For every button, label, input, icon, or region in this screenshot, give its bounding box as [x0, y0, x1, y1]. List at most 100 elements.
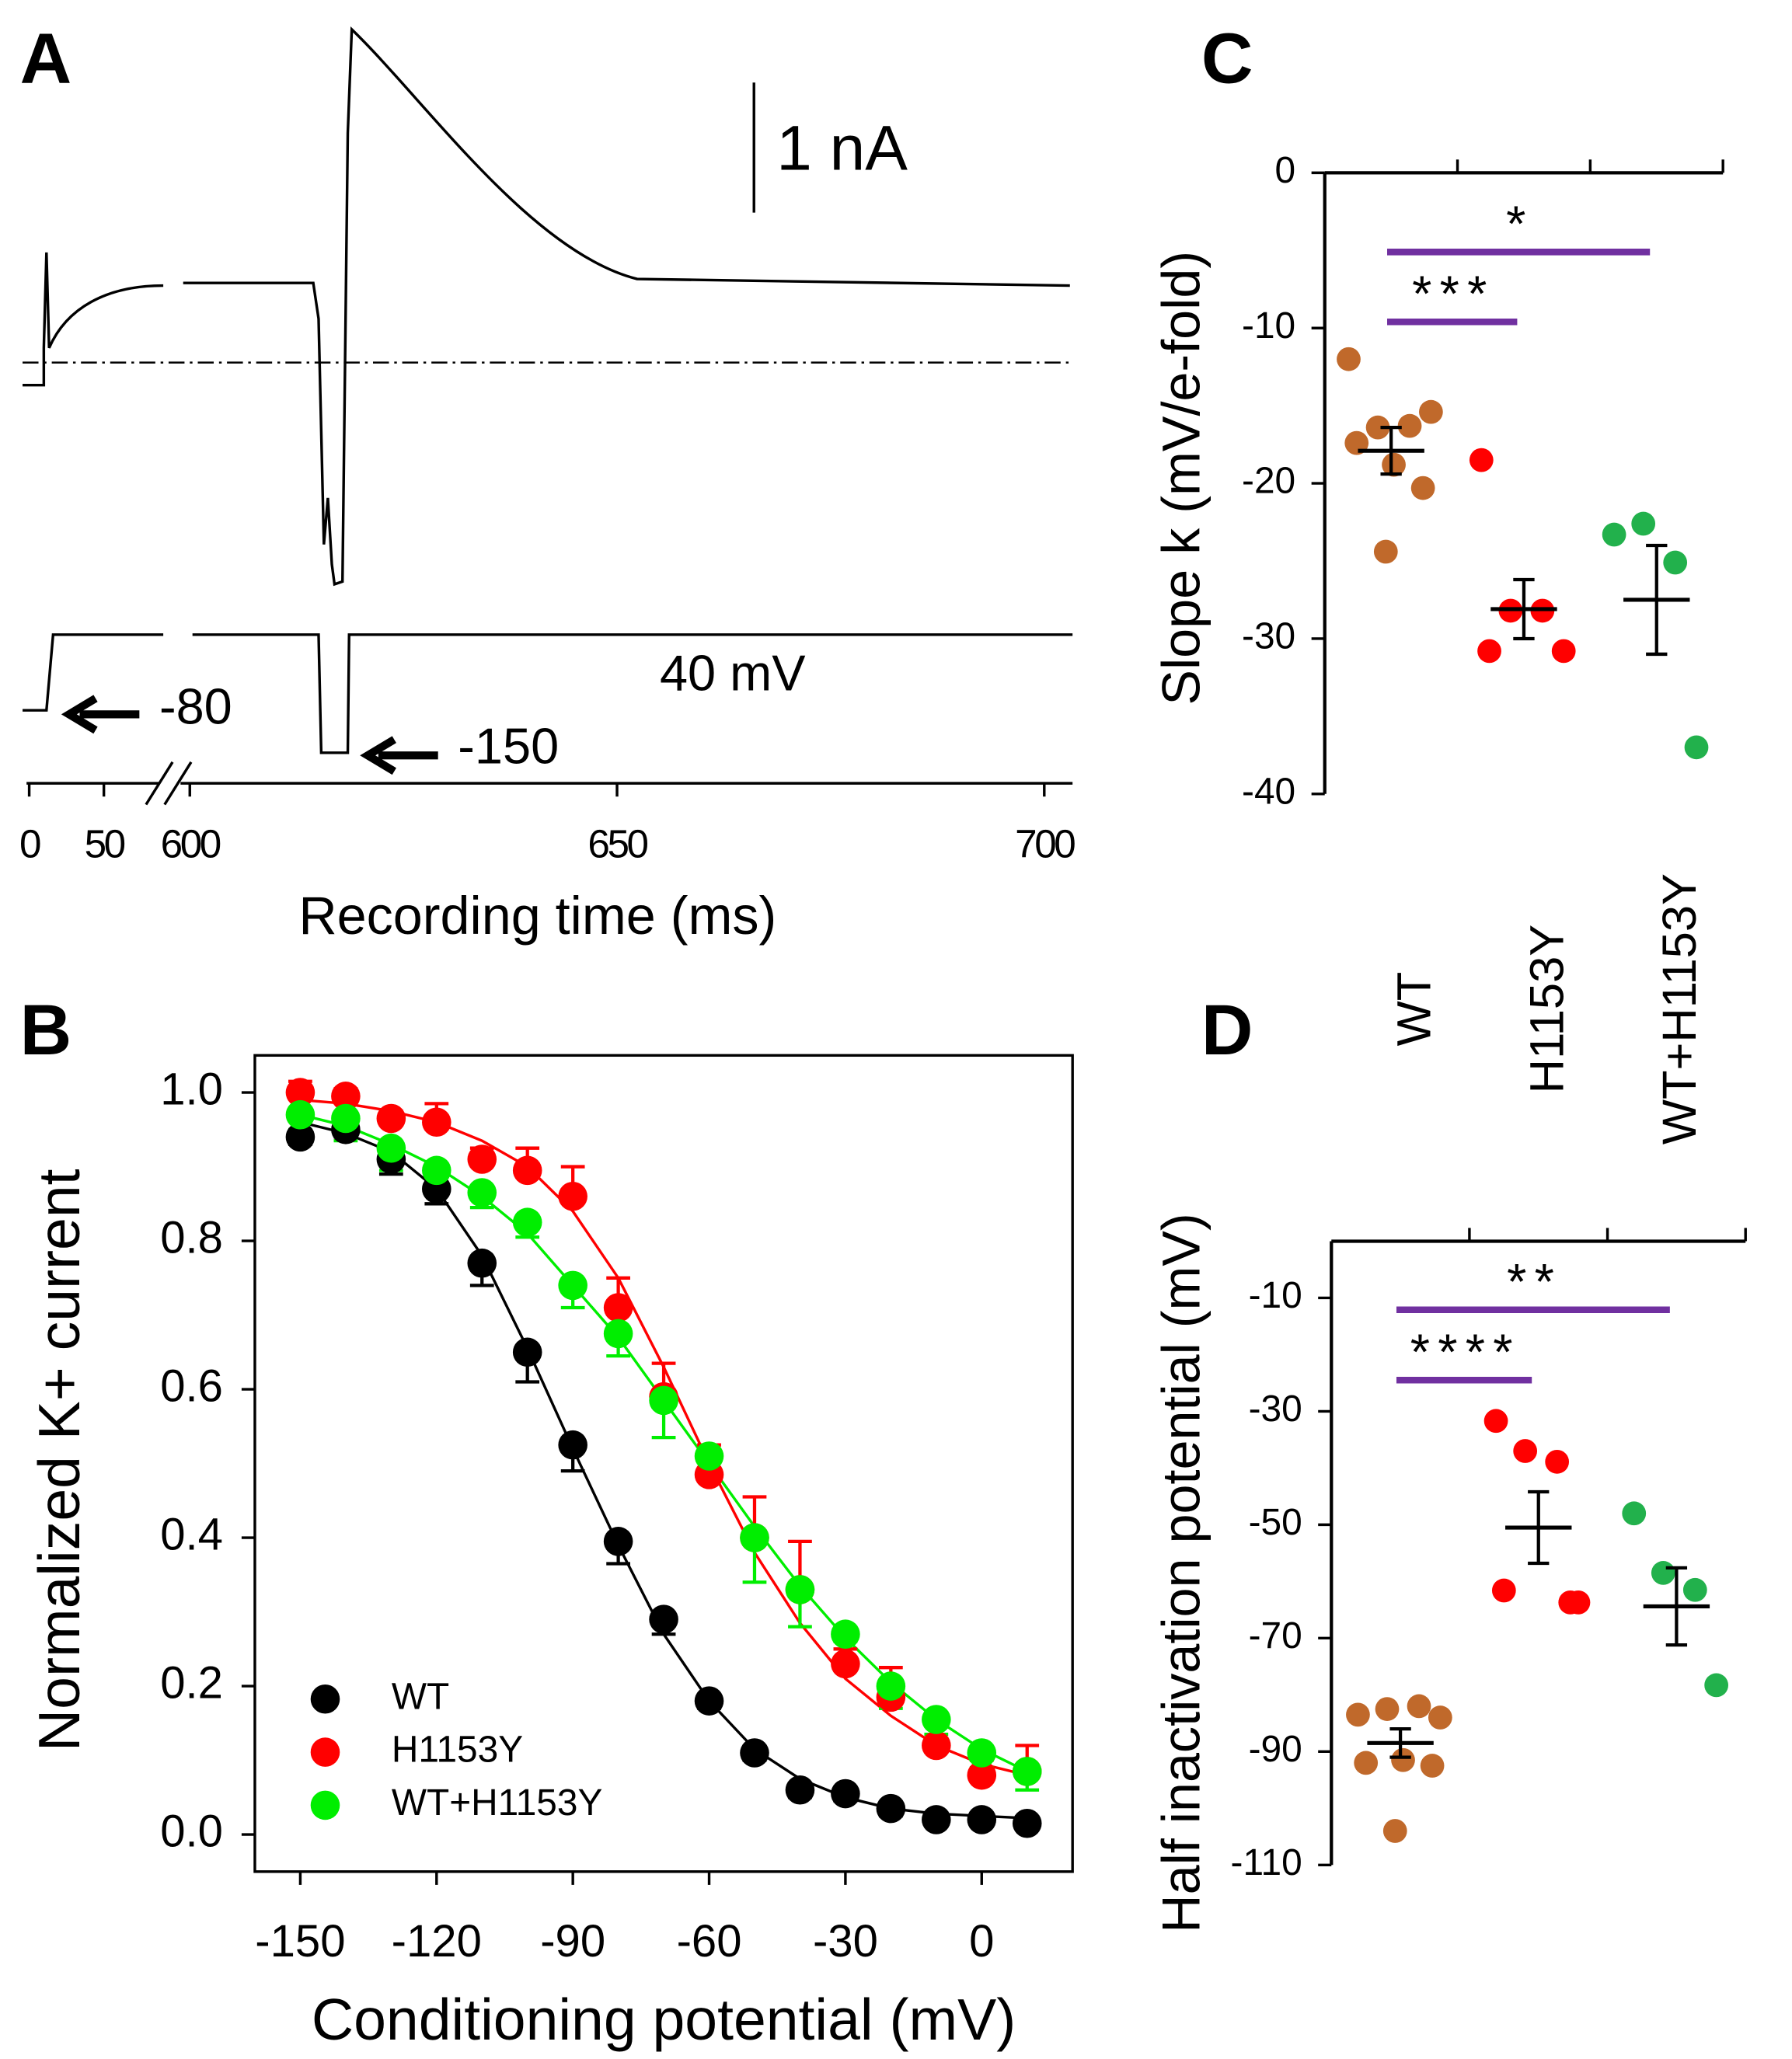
- data-point: [649, 1385, 678, 1416]
- y-tick-label: -20: [1242, 461, 1295, 502]
- y-axis-label: Slope k (mV/e-fold): [1152, 251, 1211, 705]
- data-point: [1684, 735, 1709, 760]
- data-point: [1704, 1673, 1729, 1698]
- data-point: [967, 1760, 997, 1790]
- y-tick-label: -70: [1249, 1615, 1302, 1657]
- data-point: [603, 1293, 633, 1322]
- data-point: [1354, 1751, 1379, 1775]
- data-point: [331, 1082, 361, 1111]
- data-point: [512, 1155, 542, 1186]
- panel-letter: A: [20, 18, 72, 99]
- data-point: [422, 1155, 451, 1186]
- data-point: [785, 1775, 815, 1805]
- x-tick-label: 600: [161, 822, 221, 866]
- data-point: [922, 1730, 951, 1761]
- data-point: [1651, 1561, 1675, 1585]
- x-tick-label: 50: [85, 822, 125, 866]
- legend-marker: [310, 1737, 340, 1767]
- legend-label: WT+H1153Y: [392, 1782, 602, 1824]
- x-axis-label: Conditioning potential (mV): [312, 1987, 1016, 2052]
- data-point: [512, 1337, 542, 1367]
- significance-label: ***: [1412, 266, 1495, 322]
- data-point: [876, 1671, 906, 1701]
- data-point: [1469, 448, 1494, 472]
- annotation: 1 nA: [776, 113, 908, 183]
- current-trace: [23, 252, 164, 387]
- panel-letter: C: [1201, 18, 1253, 99]
- data-point: [831, 1649, 860, 1679]
- data-point: [1382, 1819, 1407, 1843]
- data-point: [1513, 1439, 1538, 1463]
- data-point: [740, 1523, 769, 1552]
- data-point: [285, 1099, 316, 1130]
- sem-bar: [1513, 577, 1535, 641]
- panel-letter: D: [1201, 989, 1253, 1070]
- x-tick-label: -30: [813, 1916, 878, 1967]
- data-point: [694, 1441, 724, 1471]
- data-point: [1382, 452, 1406, 477]
- data-point: [1375, 1697, 1400, 1721]
- sem-bar: [1380, 426, 1402, 476]
- data-point: [1373, 539, 1398, 564]
- y-tick-label: -40: [1242, 771, 1295, 812]
- x-tick-label: 650: [587, 822, 647, 866]
- y-tick-label: -90: [1249, 1729, 1302, 1770]
- data-point: [1410, 476, 1435, 500]
- data-point: [1012, 1757, 1042, 1786]
- data-point: [967, 1738, 997, 1768]
- data-point: [285, 1122, 316, 1152]
- data-point: [1407, 1694, 1431, 1719]
- data-point: [376, 1103, 406, 1134]
- x-tick-label: -60: [677, 1916, 742, 1967]
- significance-label: *: [1506, 196, 1534, 253]
- data-point: [285, 1078, 316, 1107]
- category-label: WT: [1388, 972, 1442, 1047]
- data-point: [467, 1248, 497, 1278]
- data-point: [831, 1779, 860, 1809]
- data-point: [331, 1103, 361, 1134]
- data-point: [558, 1270, 587, 1301]
- data-point: [422, 1107, 451, 1138]
- annotation: -80: [159, 678, 232, 734]
- annotation: -150: [458, 718, 559, 775]
- data-point: [1551, 639, 1576, 664]
- data-point: [1391, 1747, 1415, 1772]
- arrow: [61, 695, 140, 734]
- data-point: [922, 1805, 951, 1834]
- data-point: [967, 1805, 997, 1834]
- data-point: [603, 1527, 633, 1556]
- y-axis-label: Normalized K+ current: [26, 1169, 92, 1751]
- data-point: [467, 1144, 497, 1174]
- y-tick-label: -110: [1231, 1842, 1302, 1883]
- y-tick-label: -10: [1242, 305, 1295, 347]
- y-tick-label: 0.4: [160, 1509, 223, 1559]
- y-tick-label: -50: [1249, 1502, 1302, 1543]
- voltage-protocol: [192, 633, 1073, 754]
- y-axis-label: Half inactivation potential (mV): [1152, 1213, 1211, 1932]
- x-axis-label: Recording time (ms): [298, 887, 776, 946]
- fit-line: [300, 1113, 1028, 1773]
- data-point: [1346, 1702, 1370, 1727]
- annotation: 40 mV: [660, 645, 806, 702]
- y-tick-label: 0.2: [160, 1657, 223, 1708]
- data-point: [831, 1619, 860, 1650]
- data-point: [740, 1738, 769, 1768]
- arrow: [360, 736, 438, 775]
- data-point: [876, 1793, 906, 1824]
- current-trace: [183, 26, 1070, 587]
- x-tick-label: -90: [540, 1916, 605, 1967]
- significance-label: **: [1507, 1253, 1562, 1310]
- voltage-protocol: [23, 633, 164, 712]
- data-point: [1397, 413, 1422, 438]
- data-point: [1602, 522, 1626, 547]
- y-tick-label: -30: [1249, 1388, 1302, 1430]
- y-tick-label: -30: [1242, 616, 1295, 657]
- trace-layout: [23, 26, 1073, 806]
- y-tick-label: 0: [1275, 150, 1296, 191]
- data-point: [1622, 1501, 1647, 1526]
- data-point: [1483, 1409, 1508, 1434]
- data-point: [1491, 1578, 1516, 1603]
- data-point: [1365, 415, 1390, 440]
- data-point: [1631, 511, 1656, 536]
- data-point: [1558, 1590, 1583, 1615]
